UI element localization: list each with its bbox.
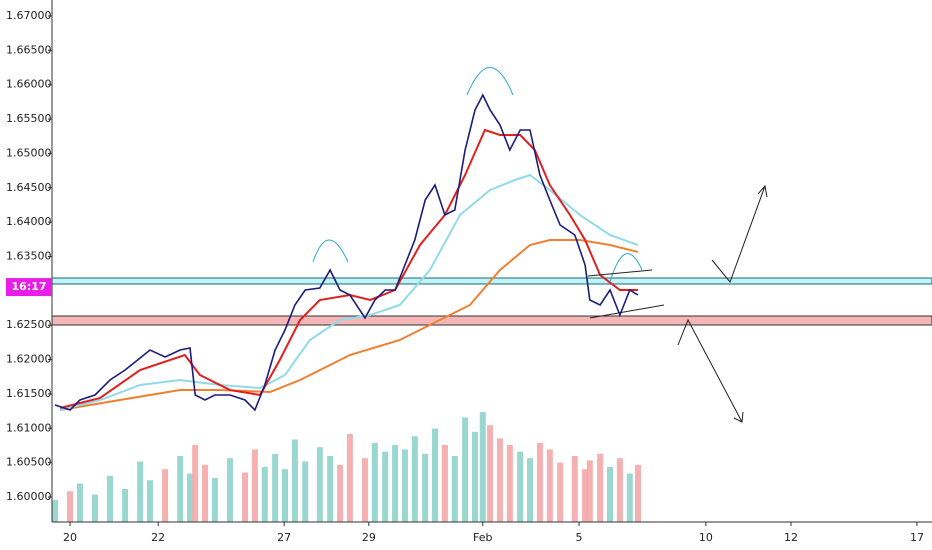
y-tick-label: 1.60000 (6, 490, 52, 503)
volume-bar (91, 494, 98, 522)
volume-bar (107, 475, 114, 522)
volume-bar (479, 412, 486, 522)
volume-bar (67, 491, 74, 522)
price-label: 16:17 (11, 280, 46, 293)
y-tick-label: 1.64000 (6, 215, 52, 228)
volume-bar (582, 469, 589, 522)
volume-bar (316, 447, 323, 522)
y-tick-label: 1.66000 (6, 78, 52, 91)
y-tick-label: 1.67000 (6, 9, 52, 22)
volume-bar (302, 461, 309, 522)
volume-bar (451, 456, 458, 522)
arc (466, 67, 514, 96)
volume-bar (616, 458, 623, 522)
volume-bar (546, 449, 553, 522)
volume-bar (251, 449, 258, 522)
volume-bar (626, 473, 633, 522)
volume-bar (441, 445, 448, 522)
x-tick-label: 12 (784, 531, 798, 544)
volume-bar (536, 442, 543, 522)
volume (52, 412, 641, 522)
volume-bar (162, 469, 169, 522)
y-tick-label: 1.63500 (6, 249, 52, 262)
volume-bar (634, 464, 641, 522)
y-tick-label: 1.66500 (6, 43, 52, 56)
arrow-down (677, 318, 744, 423)
volume-bar (607, 467, 614, 522)
x-tick-label: Feb (473, 531, 492, 544)
y-tick-label: 1.60500 (6, 456, 52, 469)
volume-bar (401, 449, 408, 522)
volume-bar (506, 445, 513, 522)
volume-bar (272, 453, 279, 522)
series-line (59, 128, 638, 409)
volume-bar (327, 456, 334, 522)
volume-bar (527, 458, 534, 522)
volume-bar (242, 472, 249, 522)
y-tick-label: 1.65500 (6, 112, 52, 125)
volume-bar (177, 456, 184, 522)
ticks: 1.60000 1.60500 1.61000 1.61500 1.62000 1.625… (6, 9, 924, 544)
volume-bar (392, 445, 399, 522)
x-tick-label: 5 (576, 531, 583, 544)
price-label-box (6, 278, 52, 297)
series-line (54, 93, 639, 412)
triangle (587, 269, 665, 319)
volume-bar (261, 467, 268, 522)
volume-bar (382, 451, 389, 522)
y-tick-label: 1.61000 (6, 421, 52, 434)
x-tick-label: 17 (910, 531, 924, 544)
volume-bar (472, 431, 479, 522)
arc (312, 239, 349, 263)
x-tick-label: 27 (277, 531, 291, 544)
volume-bar (422, 453, 429, 522)
series-line (60, 239, 639, 411)
volume-bar (487, 425, 494, 522)
volume-bar (147, 480, 154, 522)
y-tick-label: 1.62000 (6, 353, 52, 366)
x-tick-label: 22 (151, 531, 165, 544)
volume-bar (346, 434, 353, 522)
arrow-up (711, 184, 768, 283)
volume-bar (226, 458, 233, 522)
y-tick-label: 1.61500 (6, 387, 52, 400)
volume-bar (52, 500, 59, 522)
volume-bar (282, 469, 289, 522)
volume-bar (192, 445, 199, 522)
price-zone (51, 315, 932, 326)
volume-bar (122, 489, 129, 522)
annotations (312, 67, 768, 423)
volume-bar (202, 464, 209, 522)
y-tick-label: 1.65000 (6, 146, 52, 159)
x-tick-label: 20 (63, 531, 77, 544)
volume-bar (557, 462, 564, 522)
x-tick-label: 29 (362, 531, 376, 544)
volume-bar (517, 451, 524, 522)
volume-bar (462, 417, 469, 522)
volume-bar (371, 442, 378, 522)
y-tick-label: 1.64500 (6, 181, 52, 194)
volume-bar (411, 436, 418, 522)
volume-bar (432, 428, 439, 522)
volume-bar (211, 478, 218, 522)
volume-bar (597, 453, 604, 522)
lines (54, 93, 639, 412)
volume-bar (337, 464, 344, 522)
y-tick-label: 1.62500 (6, 318, 52, 331)
volume-bar (361, 458, 368, 522)
volume-bar (586, 460, 593, 522)
volume-bar (291, 439, 298, 522)
volume-bar (571, 456, 578, 522)
series-line (59, 173, 639, 411)
volume-bar (496, 438, 503, 522)
volume-bar (76, 483, 83, 522)
volume-bar (186, 473, 193, 522)
x-tick-label: 10 (699, 531, 713, 544)
volume-bar (137, 461, 144, 522)
